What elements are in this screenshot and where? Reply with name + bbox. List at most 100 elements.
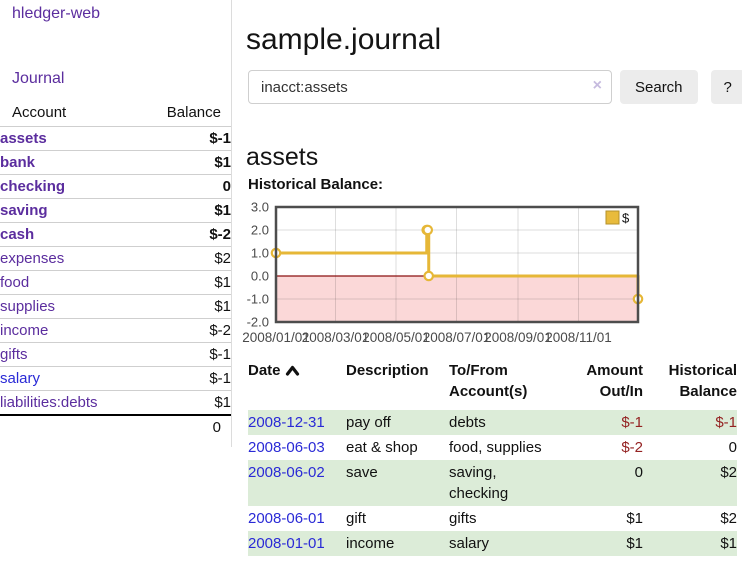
svg-text:-2.0: -2.0 [247,315,269,330]
svg-text:3.0: 3.0 [251,202,269,215]
transaction-accounts: saving, checking [449,464,509,502]
account-balance: $1 [214,202,231,219]
account-row: food $1 [0,270,231,295]
transaction-amount: 0 [634,464,643,481]
transaction-balance: $1 [720,535,737,552]
register-section: Date Description To/From Account(s) Amou… [248,360,737,556]
svg-text:2.0: 2.0 [251,223,269,238]
account-link-cash[interactable]: cash [0,226,35,243]
account-balance: $-2 [209,226,231,243]
transaction-description: eat & shop [346,439,418,456]
search-bar: × Search ? [248,70,742,104]
transaction-balance: 0 [728,439,737,456]
account-balance: 0 [222,178,231,195]
account-link-food[interactable]: food [0,274,30,291]
transaction-balance: $2 [720,464,737,481]
historical-balance-chart: 3.0 2.0 1.0 0.0 -1.0 -2.02008/01/012008/03/01… [242,202,644,345]
account-row: salary $-1 [0,366,231,391]
svg-text:2008/09/01: 2008/09/01 [484,330,552,345]
clear-search-icon[interactable]: × [592,77,602,94]
account-row: liabilities:debts $1 [0,390,231,416]
account-balance: $2 [214,250,231,267]
search-help-button[interactable]: ? [710,70,742,104]
transaction-accounts: debts [449,414,486,431]
account-balance: $-1 [209,370,231,387]
transaction-date-link[interactable]: 2008-06-03 [248,439,325,456]
accounts-total-row: 0 [0,415,231,439]
transaction-amount: $1 [626,510,643,527]
transaction-balance: $-1 [715,414,737,431]
account-row: checking 0 [0,174,231,199]
accounts-table: Account Balance assets $-1 bank $1 check… [0,102,231,439]
transaction-description: gift [346,510,367,527]
transaction-description: income [346,535,395,552]
accounts-col-account: Account [12,104,67,121]
svg-text:2008/05/01: 2008/05/01 [362,330,430,345]
transaction-amount: $-1 [621,414,643,431]
svg-text:0.0: 0.0 [251,269,269,284]
search-button[interactable]: Search [620,70,698,104]
svg-text:2008/11/01: 2008/11/01 [545,330,612,345]
register-col-amount: Amount Out/In [586,362,643,400]
account-balance: $1 [214,298,231,315]
transaction-date-link[interactable]: 2008-06-01 [248,510,325,527]
register-col-balance: Historical Balance [668,362,737,400]
transaction-accounts: food, supplies [449,439,542,456]
account-link-supplies[interactable]: supplies [0,298,56,315]
transaction-date-link[interactable]: 2008-01-01 [248,535,325,552]
account-row: saving $1 [0,198,231,223]
transaction-accounts: gifts [449,510,477,527]
account-link-expenses[interactable]: expenses [0,250,65,267]
transaction-date-link[interactable]: 2008-06-02 [248,464,325,481]
sort-ascending-icon [285,361,300,382]
account-row: supplies $1 [0,294,231,319]
accounts-total-value: 0 [212,419,221,436]
account-link-saving[interactable]: saving [0,202,48,219]
account-link-gifts[interactable]: gifts [0,346,28,363]
account-balance: $1 [214,154,231,171]
account-balance: $-1 [209,130,231,147]
account-row: bank $1 [0,150,231,175]
account-heading: assets [246,142,319,171]
account-balance: $1 [214,394,231,411]
account-balance: $-2 [209,322,231,339]
transaction-row: 2008-12-31 pay off debts $-1 $-1 [248,410,737,435]
account-row: gifts $-1 [0,342,231,367]
transaction-amount: $1 [626,535,643,552]
app-brand-link[interactable]: hledger-web [12,5,101,22]
transaction-row: 2008-01-01 income salary $1 $1 [248,531,737,556]
transaction-row: 2008-06-02 save saving, checking 0 $2 [248,460,737,506]
account-row: cash $-2 [0,222,231,247]
register-col-description: Description [346,362,429,379]
transaction-description: pay off [346,414,391,431]
svg-text:1.0: 1.0 [251,246,269,261]
svg-text:2008/01/01: 2008/01/01 [242,330,310,345]
sidebar: hledger-web Journal Account Balance asse… [0,0,232,447]
transaction-date-link[interactable]: 2008-12-31 [248,414,325,431]
page-title: sample.journal [246,23,442,57]
register-col-date[interactable]: Date [248,360,346,410]
svg-text:2008/03/01: 2008/03/01 [302,330,370,345]
account-row: income $-2 [0,318,231,343]
chart-title: Historical Balance: [248,176,384,193]
accounts-header-row: Account Balance [0,102,231,127]
account-link-liabilities-debts[interactable]: liabilities:debts [0,394,98,411]
legend-label: $ [622,211,630,226]
register-col-tofrom: To/From Account(s) [449,362,528,400]
search-input[interactable] [248,70,612,104]
account-balance: $1 [214,274,231,291]
account-link-income[interactable]: income [0,322,49,339]
accounts-col-balance: Balance [166,104,221,121]
account-link-bank[interactable]: bank [0,154,36,171]
svg-text:-1.0: -1.0 [247,292,269,307]
account-link-assets[interactable]: assets [0,130,47,147]
transaction-row: 2008-06-03 eat & shop food, supplies $-2… [248,435,737,460]
transaction-balance: $2 [720,510,737,527]
sidebar-item-journal[interactable]: Journal [12,70,65,87]
account-link-salary[interactable]: salary [0,370,41,387]
legend-swatch [605,210,620,225]
account-row: assets $-1 [0,126,231,151]
account-link-checking[interactable]: checking [0,178,66,195]
account-row: expenses $2 [0,246,231,271]
transaction-row: 2008-06-01 gift gifts $1 $2 [248,506,737,531]
